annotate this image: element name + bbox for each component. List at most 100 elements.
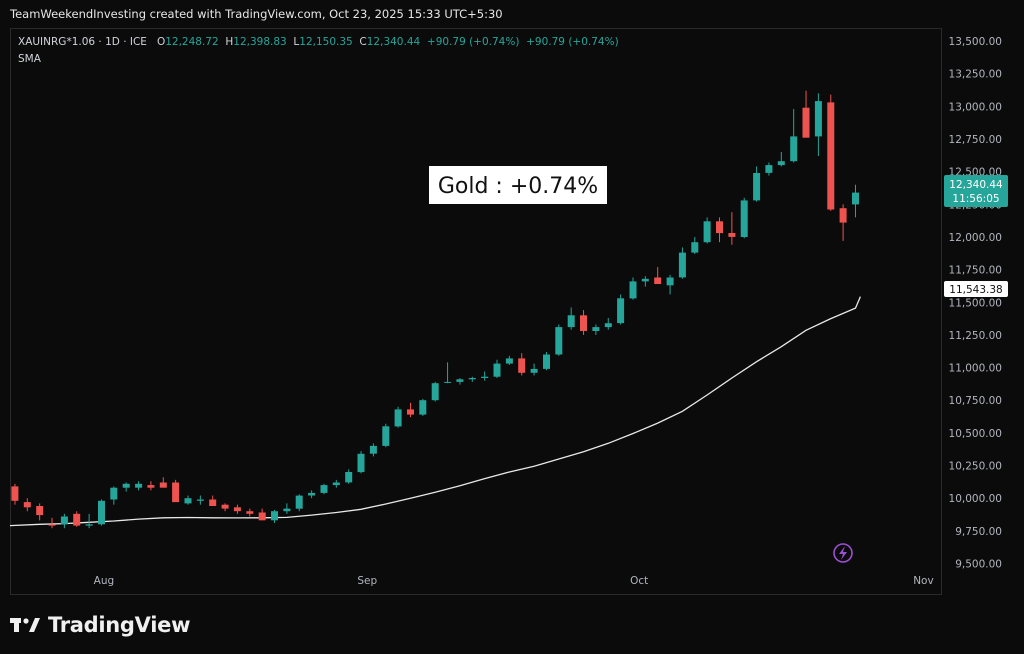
- candle-body[interactable]: [172, 482, 180, 503]
- candle-body[interactable]: [444, 381, 452, 383]
- x-axis-tick-label: Aug: [94, 575, 115, 587]
- y-axis-tick-label: 13,500.00: [949, 36, 1002, 48]
- candle-body[interactable]: [369, 445, 377, 454]
- candle-body[interactable]: [468, 378, 476, 380]
- sma-value: 11,543.38: [949, 284, 1002, 296]
- candle-body[interactable]: [493, 363, 501, 377]
- candle-body[interactable]: [147, 485, 155, 488]
- candle-body[interactable]: [419, 400, 427, 415]
- x-axis-tick-label: Oct: [630, 575, 648, 587]
- open-label: O: [156, 36, 166, 48]
- low-value: 12,150.35: [299, 36, 353, 48]
- candle-body[interactable]: [73, 513, 81, 526]
- candle-body[interactable]: [308, 492, 316, 496]
- candle-body[interactable]: [814, 101, 822, 137]
- candle-body[interactable]: [530, 368, 538, 373]
- candle-body[interactable]: [357, 453, 365, 473]
- candle-body[interactable]: [11, 486, 19, 501]
- candle-body[interactable]: [258, 512, 266, 521]
- candle-body[interactable]: [209, 499, 217, 507]
- candle-body[interactable]: [407, 409, 414, 415]
- candle-body[interactable]: [60, 516, 68, 525]
- candle-body[interactable]: [221, 504, 229, 509]
- candle-body[interactable]: [98, 500, 105, 525]
- candle-body[interactable]: [691, 242, 699, 253]
- candle-body[interactable]: [382, 426, 390, 446]
- y-axis-tick-label: 10,250.00: [949, 461, 1002, 473]
- y-axis-tick-label: 11,250.00: [949, 330, 1002, 342]
- candle-body[interactable]: [716, 221, 723, 234]
- lightning-icon[interactable]: [833, 543, 853, 563]
- candle-body[interactable]: [431, 383, 439, 401]
- attribution-header: TeamWeekendInvesting created with Tradin…: [10, 7, 503, 21]
- candle-body[interactable]: [728, 233, 736, 237]
- close-value: 12,340.44: [366, 36, 421, 48]
- tradingview-logo[interactable]: TradingView: [10, 610, 190, 640]
- candle-body[interactable]: [159, 482, 167, 488]
- candle-body[interactable]: [580, 315, 587, 331]
- annotation-text: Gold : +0.74%: [438, 174, 598, 199]
- candle-body[interactable]: [592, 327, 600, 331]
- candle-body[interactable]: [36, 506, 44, 516]
- candle-body[interactable]: [122, 483, 130, 488]
- y-axis-tick-label: 9,750.00: [955, 526, 1002, 538]
- candle-body[interactable]: [110, 487, 118, 500]
- candle-body[interactable]: [604, 323, 612, 328]
- candle-body[interactable]: [295, 495, 303, 509]
- candle-body[interactable]: [703, 221, 711, 243]
- y-axis-tick-label: 12,750.00: [949, 134, 1002, 146]
- candle-body[interactable]: [23, 502, 31, 508]
- sma-value-tag: [944, 281, 1008, 297]
- candle-body[interactable]: [678, 252, 686, 278]
- candle-body[interactable]: [617, 298, 625, 324]
- change-value-2: +90.79 (+0.74%): [526, 36, 619, 48]
- candle-body[interactable]: [332, 482, 340, 486]
- candle-body[interactable]: [233, 507, 241, 512]
- candle-body[interactable]: [518, 358, 526, 373]
- candle-body[interactable]: [753, 173, 761, 201]
- candle-body[interactable]: [456, 379, 464, 382]
- candle-body[interactable]: [271, 511, 278, 521]
- candle-body[interactable]: [654, 277, 662, 285]
- sma-line[interactable]: [9, 296, 861, 527]
- y-axis-tick-label: 9,500.00: [955, 558, 1002, 570]
- candle-body[interactable]: [790, 136, 798, 162]
- candle-body[interactable]: [196, 499, 204, 501]
- annotation-box[interactable]: [429, 166, 607, 204]
- low-label: L: [293, 36, 300, 48]
- candle-body[interactable]: [777, 161, 785, 166]
- candle-body[interactable]: [481, 376, 489, 378]
- candle-body[interactable]: [345, 472, 353, 483]
- chart-pane[interactable]: [10, 28, 942, 595]
- x-axis-tick-label: Nov: [913, 575, 934, 587]
- candle-body[interactable]: [320, 485, 328, 493]
- current-price-tag: [944, 175, 1008, 207]
- candle-body[interactable]: [765, 165, 773, 173]
- candle-body[interactable]: [666, 277, 674, 286]
- sma-indicator-label[interactable]: SMA: [18, 53, 41, 65]
- candle-body[interactable]: [85, 524, 93, 526]
- y-axis-tick-label: 13,000.00: [949, 101, 1002, 113]
- candle-body[interactable]: [802, 107, 810, 138]
- candle-body[interactable]: [852, 192, 859, 205]
- candle-body[interactable]: [543, 354, 550, 369]
- y-axis-tick-label: 11,500.00: [949, 297, 1002, 309]
- high-value: 12,398.83: [233, 36, 287, 48]
- candle-body[interactable]: [567, 315, 575, 328]
- candle-body[interactable]: [505, 358, 513, 364]
- candle-body[interactable]: [641, 278, 649, 282]
- candle-body[interactable]: [48, 524, 56, 526]
- candle-body[interactable]: [184, 498, 192, 504]
- candle-body[interactable]: [283, 508, 291, 512]
- candle-body[interactable]: [394, 409, 402, 427]
- candle-body[interactable]: [839, 208, 847, 223]
- symbol-info[interactable]: XAUINRG*1.06 · 1D · ICE: [18, 36, 147, 48]
- candle-body[interactable]: [629, 281, 637, 299]
- candle-body[interactable]: [135, 483, 143, 488]
- candle-body[interactable]: [740, 200, 748, 237]
- candle-body[interactable]: [246, 511, 254, 514]
- current-price-value: 12,340.44: [949, 179, 1003, 191]
- candle-body[interactable]: [555, 327, 563, 355]
- candle-body[interactable]: [827, 102, 835, 210]
